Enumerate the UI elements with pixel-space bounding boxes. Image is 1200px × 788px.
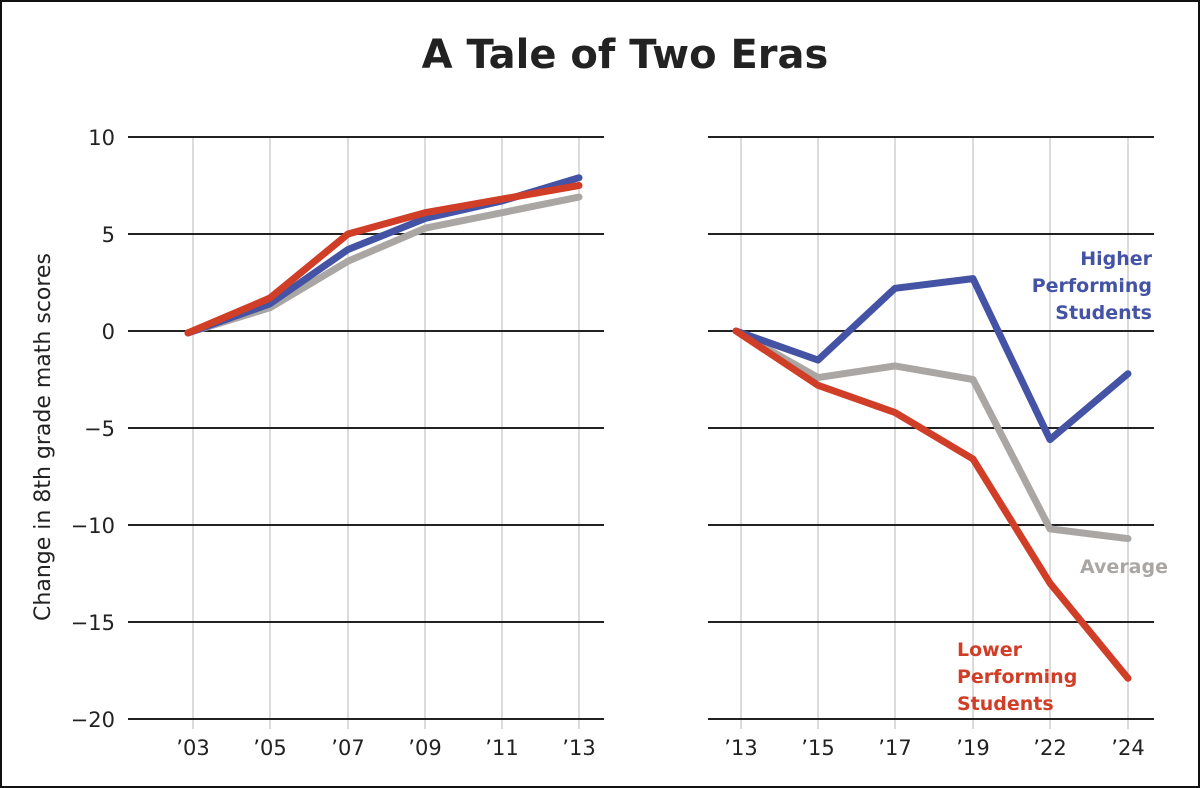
series-line-higher-panel-2 <box>732 275 1132 444</box>
legend-label-average: Average <box>1080 556 1168 578</box>
x-tick-label: ’11 <box>485 736 518 760</box>
x-tick-label: ’13 <box>724 736 757 760</box>
y-tick-label: 5 <box>102 223 115 247</box>
legend-label-lower: Performing <box>957 666 1077 688</box>
legend-label-higher: Performing <box>1032 275 1152 297</box>
x-tick-label: ’13 <box>562 736 595 760</box>
y-axis-label: Change in 8th grade math scores <box>31 253 56 621</box>
x-tick-label: ’19 <box>956 736 989 760</box>
chart-title: A Tale of Two Eras <box>422 32 829 78</box>
y-tick-label: 0 <box>102 320 115 344</box>
x-tick-label: ’09 <box>408 736 441 760</box>
x-tick-label: ’03 <box>176 736 209 760</box>
x-tick-label: ’24 <box>1111 736 1144 760</box>
y-tick-label: 10 <box>88 126 115 150</box>
y-tick-label: −15 <box>71 611 115 635</box>
x-tick-label: ’17 <box>878 736 911 760</box>
legend-label-lower: Lower <box>957 639 1023 661</box>
x-tick-label: ’22 <box>1033 736 1066 760</box>
legend-label-higher: Higher <box>1080 248 1152 270</box>
series-line-average-panel-2 <box>732 327 1132 543</box>
legend-label-lower: Students <box>957 693 1054 715</box>
x-tick-label: ’05 <box>253 736 286 760</box>
y-tick-label: −20 <box>71 708 115 732</box>
series-line-lower-panel-2 <box>732 327 1132 682</box>
y-tick-label: −10 <box>71 514 115 538</box>
legend-label-higher: Students <box>1055 302 1152 324</box>
x-tick-label: ’07 <box>331 736 364 760</box>
series-line-lower-panel-1 <box>184 182 583 337</box>
y-tick-label: −5 <box>84 417 115 441</box>
x-tick-label: ’15 <box>801 736 834 760</box>
